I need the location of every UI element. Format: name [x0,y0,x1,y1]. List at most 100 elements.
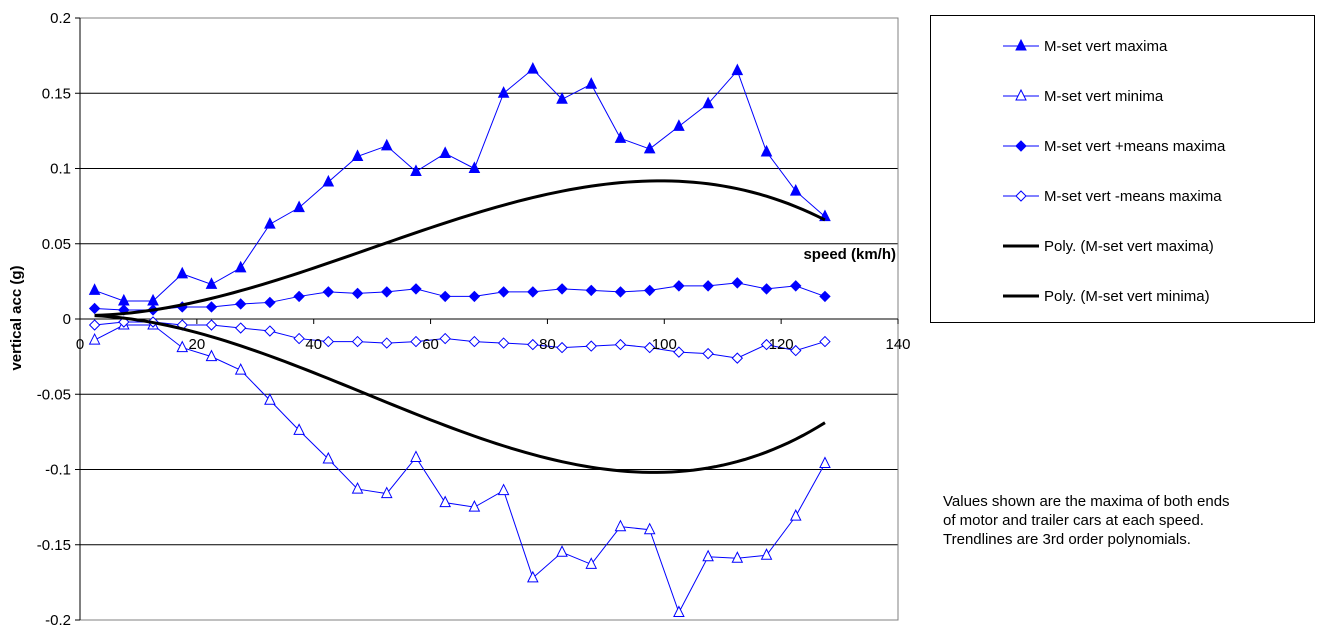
data-point [527,338,539,351]
data-point [293,200,305,213]
trendline [94,179,826,317]
y-axis-ticks: 0.2 0.15 0.1 0.05 0 -0.05 -0.1 -0.15 -0.2 [37,10,80,628]
data-point [205,319,218,331]
data-point [790,280,802,292]
data-point [468,335,481,348]
data-point [673,280,685,292]
x-tick-label: 80 [539,336,556,353]
x-tick-label: 40 [305,336,322,353]
data-point [293,332,305,345]
y-tick-label: 0.2 [50,10,71,27]
data-point [322,335,335,348]
data-point [789,183,802,196]
legend-entry: Poly. (M-set vert minima) [1003,288,1210,305]
data-point [176,340,189,353]
legend-entry: M-set vert minima [1003,88,1164,105]
data-point [527,570,539,583]
data-point [614,131,627,143]
series-1 [88,317,831,617]
legend-label: M-set vert -means maxima [1044,188,1222,205]
data-point [702,280,714,292]
x-axis-title: speed (km/h) [803,246,896,263]
data-point [147,293,159,306]
data-point [819,456,831,468]
legend-marker [1015,140,1027,152]
legend-entry: M-set vert +means maxima [1003,138,1226,155]
data-point [731,352,744,364]
data-point [643,522,656,535]
data-point [819,335,831,348]
series-4 [94,179,826,317]
data-point [410,283,422,295]
y-tick-label: -0.2 [45,612,71,628]
data-point [234,260,247,273]
data-point [410,450,422,462]
data-point [205,277,218,289]
x-tick-label: 20 [189,336,206,353]
annotation-line-3: Trendlines are 3rd order polynomials. [943,531,1191,548]
data-point [585,340,597,352]
y-tick-label: -0.05 [37,386,71,403]
series-5 [94,314,826,474]
legend-entry: Poly. (M-set vert maxima) [1003,238,1214,255]
series-2 [88,277,831,316]
data-point [264,393,276,405]
legend-entry: M-set vert maxima [1003,38,1168,55]
data-point [497,483,510,496]
data-point [556,341,568,354]
data-point [790,344,802,357]
legend-label: M-set vert minima [1044,88,1164,105]
series-line [94,282,826,311]
data-point [673,346,685,358]
data-point [351,287,364,300]
data-point [731,551,744,563]
data-point [380,486,393,499]
legend-marker [1015,190,1027,202]
data-point [614,519,627,532]
data-point [381,337,393,349]
data-point [351,335,364,348]
data-point [643,141,656,154]
data-point [322,174,335,187]
data-point [468,161,481,173]
series-line [94,324,826,614]
data-point [614,338,627,351]
legend-label: M-set vert +means maxima [1044,138,1226,155]
data-point [205,349,218,362]
legend-label: Poly. (M-set vert maxima) [1044,238,1214,255]
data-point [88,283,101,295]
data-point [497,86,510,98]
y-tick-label: 0.15 [42,85,71,102]
x-tick-label: 60 [422,336,439,353]
legend-marker [1015,88,1027,101]
data-point [439,290,451,303]
legend-entry: M-set vert -means maxima [1003,188,1222,205]
legend: M-set vert maxima M-set vert minima M-set … [930,15,1315,323]
data-point [410,335,422,348]
data-point [410,164,422,177]
x-tick-label: 120 [769,336,794,353]
data-point [293,423,305,435]
data-point [439,332,451,345]
data-point [556,545,568,557]
trendline [94,314,826,474]
data-point [264,296,276,309]
data-point [497,286,510,298]
data-point [585,557,598,569]
data-point [556,283,568,295]
data-point [585,284,597,297]
y-axis-title: vertical acc (g) [8,265,25,370]
annotation-note: Values shown are the maxima of both ends… [943,492,1273,549]
data-point [322,286,335,298]
x-tick-label: 100 [652,336,677,353]
data-point [556,92,568,104]
annotation-line-2: of motor and trailer cars at each speed. [943,512,1204,529]
data-point [205,301,218,313]
data-point [234,363,247,375]
data-point [380,138,393,151]
data-point [468,290,481,303]
data-point [819,290,831,303]
series-group [88,62,831,617]
data-point [234,298,247,310]
y-tick-label: 0 [63,311,71,328]
